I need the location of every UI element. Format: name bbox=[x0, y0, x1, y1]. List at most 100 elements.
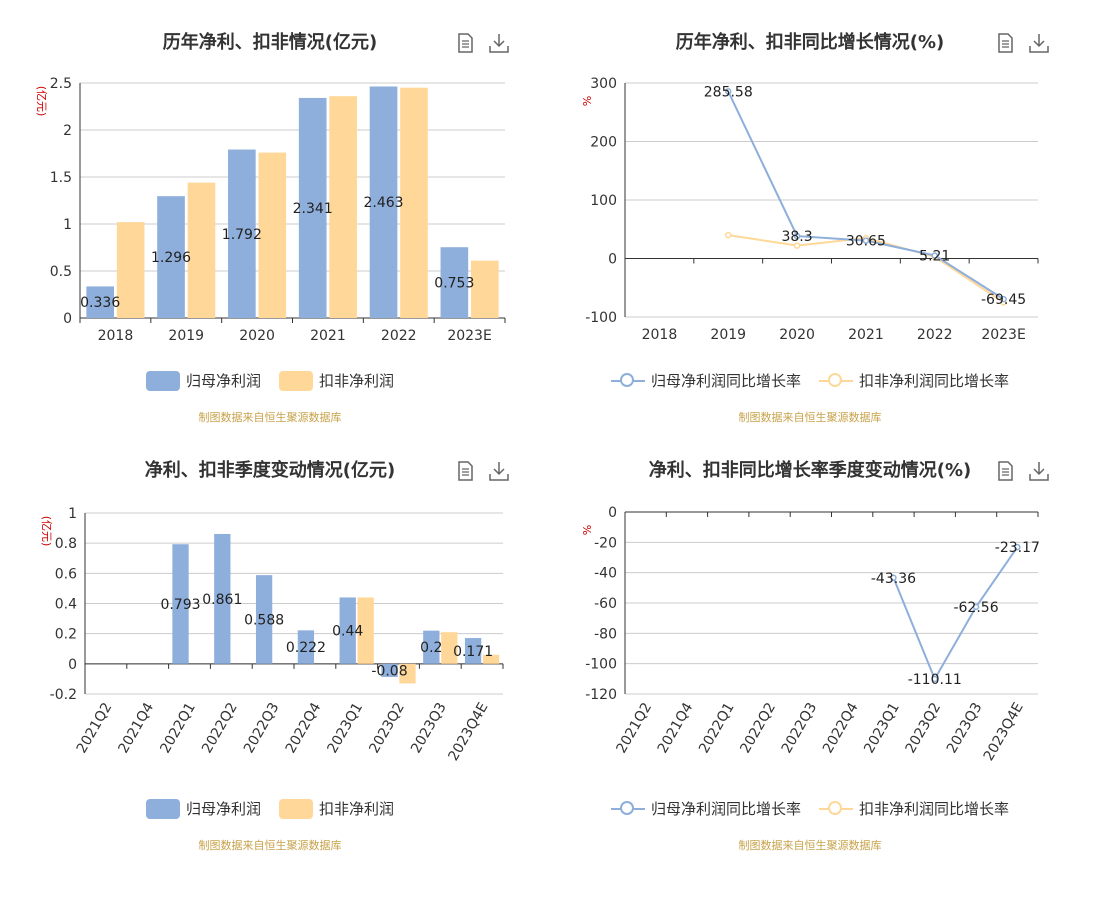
bar-series-1 bbox=[339, 597, 356, 664]
chart-title: 净利、扣非季度变动情况(亿元) bbox=[144, 460, 396, 481]
bar-series-2 bbox=[258, 152, 287, 318]
y-axis-unit-label: (亿元) bbox=[35, 86, 48, 117]
x-tick-label: 2021Q2 bbox=[613, 700, 655, 756]
bar-chart-annual: (亿元) 0 0.5 1 1.5 2 2.5 2018 2019 2020 2021 2022 2023… bbox=[35, 76, 506, 344]
legend-swatch bbox=[279, 798, 313, 819]
legend: 归母净利润同比增长率 扣非净利润同比增长率 bbox=[540, 370, 1080, 391]
legend-label: 归母净利润 bbox=[185, 372, 261, 390]
panel-annual-profit: 历年净利、扣非情况(亿元) (亿元) 0 0.5 1 1.5 2 2.5 2018 2019 20… bbox=[0, 0, 540, 440]
legend-item-series-2[interactable]: 扣非净利润 bbox=[279, 798, 394, 819]
legend-item-series-1[interactable]: 归母净利润 bbox=[145, 798, 261, 819]
x-tick-label: 2018 bbox=[642, 327, 678, 343]
point-series-2 bbox=[793, 242, 801, 249]
x-tick-label: 2022Q1 bbox=[696, 700, 738, 756]
x-tick-label: 2022Q2 bbox=[199, 700, 241, 756]
point-series-1 bbox=[1014, 543, 1021, 551]
y-tick-label: 0.5 bbox=[50, 264, 72, 280]
y-tick-label: -40 bbox=[594, 566, 617, 582]
data-label: 285.58 bbox=[704, 84, 753, 100]
legend-label: 归母净利润同比增长率 bbox=[650, 372, 801, 390]
data-label: -0.08 bbox=[371, 663, 407, 679]
legend-item-series-1[interactable]: 归母净利润同比增长率 bbox=[610, 798, 801, 819]
point-series-1 bbox=[793, 232, 801, 240]
y-tick-label: 100 bbox=[590, 193, 617, 209]
data-label: -110.11 bbox=[908, 672, 962, 688]
document-icon[interactable] bbox=[994, 460, 1016, 486]
bar-series-1 bbox=[369, 86, 398, 318]
legend-swatch bbox=[610, 799, 645, 819]
legend: 归母净利润同比增长率 扣非净利润同比增长率 bbox=[540, 798, 1080, 819]
y-axis-unit-label: % bbox=[580, 96, 593, 106]
line-chart-quarterly-growth: % -120 -100 -80 -60 -40 -20 0 2021Q2 2021Q4 2022Q1… bbox=[580, 505, 1040, 764]
y-tick-label: 0.6 bbox=[55, 566, 77, 582]
x-tick-label: 2022Q4 bbox=[283, 700, 325, 756]
x-tick-label: 2020 bbox=[239, 328, 275, 344]
data-label: 0.222 bbox=[286, 640, 326, 656]
legend-item-series-2[interactable]: 扣非净利润 bbox=[279, 370, 394, 391]
point-series-1 bbox=[725, 88, 732, 95]
data-label: 0.171 bbox=[453, 644, 493, 660]
legend-swatch bbox=[145, 798, 180, 819]
x-tick-label: 2023E bbox=[447, 328, 491, 344]
x-tick-label: 2019 bbox=[710, 327, 746, 343]
bar-series-1 bbox=[157, 196, 185, 318]
download-icon[interactable] bbox=[1028, 460, 1050, 486]
data-label: 1.792 bbox=[222, 227, 262, 243]
y-tick-label: 1 bbox=[68, 506, 77, 522]
data-label: 0.753 bbox=[434, 276, 474, 292]
y-tick-label: -0.2 bbox=[50, 687, 77, 703]
chart-title: 历年净利、扣非情况(亿元) bbox=[162, 32, 378, 53]
bar-series-2 bbox=[116, 222, 145, 318]
x-tick-label: 2019 bbox=[168, 328, 204, 344]
legend-swatch bbox=[819, 799, 853, 819]
y-tick-label: 300 bbox=[590, 76, 617, 92]
legend-item-series-2[interactable]: 扣非净利润同比增长率 bbox=[819, 798, 1009, 819]
document-icon[interactable] bbox=[454, 32, 476, 58]
point-series-1 bbox=[931, 675, 938, 683]
download-icon[interactable] bbox=[488, 32, 510, 58]
legend-item-series-1[interactable]: 归母净利润同比增长率 bbox=[610, 370, 801, 391]
x-tick-label: 2021Q4 bbox=[116, 700, 158, 756]
bar-series-2 bbox=[400, 87, 428, 318]
x-tick-label: 2021Q2 bbox=[74, 700, 116, 756]
y-tick-label: -80 bbox=[594, 626, 617, 642]
legend-item-series-1[interactable]: 归母净利润 bbox=[145, 370, 261, 391]
download-icon[interactable] bbox=[1028, 32, 1050, 58]
data-label: 0.336 bbox=[80, 295, 120, 311]
data-label: -69.45 bbox=[981, 292, 1026, 308]
bar-series-1 bbox=[172, 544, 189, 664]
legend-swatch bbox=[610, 371, 645, 391]
point-series-1 bbox=[862, 237, 870, 244]
data-label: -43.36 bbox=[871, 571, 916, 587]
legend-swatch bbox=[819, 371, 853, 391]
y-tick-label: 200 bbox=[590, 135, 617, 151]
data-source-note: 制图数据来自恒生聚源数据库 bbox=[738, 839, 882, 852]
download-icon[interactable] bbox=[488, 460, 510, 486]
x-tick-label: 2022Q1 bbox=[157, 700, 199, 756]
x-tick-label: 2023E bbox=[981, 327, 1025, 343]
line-chart-annual-growth: % -100 0 100 200 300 2018 2019 2020 2021 2022 2023E… bbox=[580, 76, 1039, 343]
y-tick-label: -60 bbox=[594, 596, 617, 612]
data-label: 5.21 bbox=[919, 248, 950, 264]
bar-series-2 bbox=[441, 632, 458, 664]
panel-quarterly-profit: 净利、扣非季度变动情况(亿元) (亿元) -0.2 0 0.2 0.4 0.6 0.8 1 20… bbox=[0, 428, 540, 868]
line-series-1 bbox=[727, 91, 1005, 300]
bar-series-2 bbox=[399, 663, 416, 684]
y-tick-label: 2.5 bbox=[50, 76, 72, 92]
data-source-note: 制图数据来自恒生聚源数据库 bbox=[198, 411, 342, 424]
document-icon[interactable] bbox=[994, 32, 1016, 58]
y-tick-label: 1 bbox=[63, 217, 72, 233]
legend-label: 扣非净利润同比增长率 bbox=[859, 372, 1010, 390]
x-tick-label: 2022 bbox=[917, 327, 953, 343]
legend-swatch bbox=[279, 370, 313, 391]
y-tick-label: 1.5 bbox=[50, 170, 72, 186]
y-tick-label: 0 bbox=[63, 311, 72, 327]
bar-series-1 bbox=[297, 630, 315, 664]
point-series-1 bbox=[972, 603, 980, 611]
data-source-note: 制图数据来自恒生聚源数据库 bbox=[738, 411, 882, 424]
bar-chart-quarterly: (亿元) -0.2 0 0.2 0.4 0.6 0.8 1 2021Q2 2021Q4 2022Q1… bbox=[40, 506, 504, 764]
legend-item-series-2[interactable]: 扣非净利润同比增长率 bbox=[819, 370, 1009, 391]
legend-label: 扣非净利润 bbox=[319, 372, 395, 390]
document-icon[interactable] bbox=[454, 460, 476, 486]
data-label: 0.44 bbox=[332, 624, 363, 640]
